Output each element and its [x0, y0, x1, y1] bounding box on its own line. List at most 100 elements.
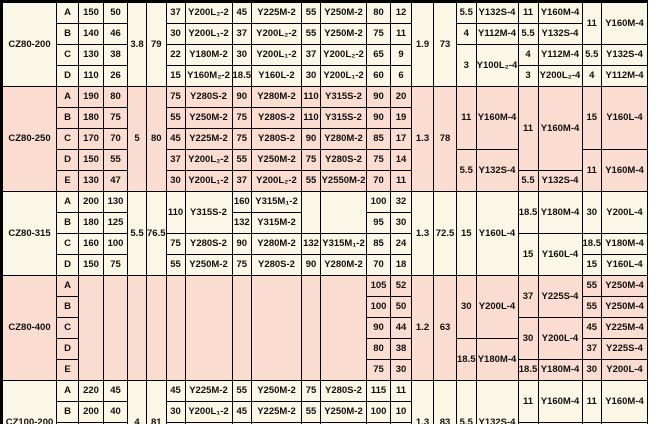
table-cell: 55	[301, 170, 321, 192]
table-row: CZ80-200 A 150 50 3.8 79 37 Y200L₂-2 45 Y225M-2 55…	[2, 2, 648, 87]
table-cell: 90	[301, 254, 321, 276]
table-cell: 30	[390, 212, 412, 234]
table-cell: 4	[456, 23, 477, 45]
model-cell: CZ100-200	[2, 380, 57, 424]
table-cell: B	[56, 107, 79, 129]
table-cell: Y160M-4	[537, 86, 583, 171]
table-cell: Y160M₂-2	[184, 65, 233, 87]
table-cell: 75	[103, 107, 128, 129]
table-cell: 75	[165, 233, 186, 255]
table-row: CZ100-200 A 220 45 4 81 45 Y225M-2 55 Y250M-2 75 Y2…	[2, 380, 648, 424]
table-cell: Y200L₁-2	[320, 65, 367, 87]
table-row: B 140 46 30 Y200L₁-2 37 Y200L₂-2 55 Y250M-2 75 11 4…	[3, 23, 648, 45]
table-cell: Y132S-4	[475, 380, 519, 424]
table-cell	[301, 191, 321, 234]
table-cell: 190	[78, 86, 104, 108]
table-cell: 70	[366, 170, 391, 192]
table-cell	[103, 422, 128, 424]
table-cell	[165, 275, 186, 381]
table-cell: Y132S-4	[475, 2, 519, 24]
table-cell: Y225M-2	[251, 401, 302, 423]
table-cell: 79	[146, 2, 167, 87]
table-cell	[78, 275, 104, 381]
table-cell: 30	[517, 317, 539, 360]
table-cell: Y250M-2	[320, 2, 367, 24]
table-cell: Y160L-4	[601, 86, 648, 150]
table-cell: Y250M-4	[601, 296, 648, 318]
table-cell: 38	[390, 338, 412, 360]
table-cell: Y225M-2	[251, 2, 302, 24]
table-cell: 80	[103, 86, 128, 108]
table-cell: Y160L-4	[475, 191, 519, 276]
table-cell: 45	[165, 128, 186, 150]
table-cell: Y280S-2	[251, 128, 302, 150]
table-cell: 90	[366, 86, 391, 108]
table-cell: Y112M-4	[475, 23, 519, 45]
table-cell: 11	[517, 2, 539, 24]
table-cell: 140	[78, 23, 104, 45]
table-cell: 46	[103, 23, 128, 45]
table-cell: C	[56, 44, 79, 66]
table-cell: Y315M₁-2	[320, 233, 367, 255]
table-cell: Y280M-2	[320, 254, 367, 276]
table-cell: 1.3	[411, 380, 434, 424]
table-cell: 75	[103, 254, 128, 276]
table-cell: 15	[581, 86, 602, 150]
table-cell: 1.3	[411, 86, 434, 192]
table-row: CZ80-400 A 105 52 1.2 63 30 Y200L-4 37 Y225S-4 55 Y…	[2, 275, 648, 381]
table-cell: 30	[390, 359, 412, 381]
table-cell: 18.5	[231, 65, 252, 87]
table-cell: 50	[103, 2, 128, 24]
table-cell: 180	[78, 212, 104, 234]
table-cell: 18.5	[517, 359, 539, 381]
table-cell: 75	[366, 149, 391, 171]
table-cell	[103, 275, 128, 381]
table-cell: 18.5	[581, 233, 602, 255]
table-cell: Y315M₁-2	[251, 191, 302, 213]
table-cell: 110	[301, 107, 321, 129]
table-cell: 11	[581, 149, 602, 192]
table-cell: 70	[366, 254, 391, 276]
table-cell: 11	[390, 23, 412, 45]
table-cell	[146, 275, 167, 381]
table-cell: 55	[301, 23, 321, 45]
table-cell: 150	[78, 2, 104, 24]
table-cell: 5.5	[456, 149, 477, 192]
table-cell: 45	[231, 401, 252, 423]
table-cell: Y200L₂-2	[251, 23, 302, 45]
table-cell: Y250M-2	[184, 107, 233, 129]
table-cell: 45	[581, 317, 602, 339]
table-cell: 30	[301, 65, 321, 87]
table-cell	[301, 275, 321, 381]
table-cell: Y132S-4	[537, 170, 583, 192]
table-cell: Y200L₁-2	[184, 170, 233, 192]
table-cell: 100	[366, 191, 391, 213]
table-cell: 200	[78, 191, 104, 213]
table-cell: 45	[103, 380, 128, 402]
table-cell: 22	[165, 44, 186, 66]
table-cell: 160	[78, 233, 104, 255]
table-cell: 9	[390, 44, 412, 66]
table-cell: Y200L₁-2	[184, 23, 233, 45]
table-cell: 132	[231, 212, 252, 234]
table-cell: Y160M-4	[601, 2, 648, 45]
table-cell: 30	[165, 401, 186, 423]
table-cell: 11	[456, 86, 477, 150]
table-cell	[320, 275, 367, 381]
table-cell: Y2550M-2	[320, 170, 367, 192]
table-cell: 72.5	[433, 191, 457, 276]
table-cell: 15	[165, 65, 186, 87]
table-cell: 105	[366, 275, 391, 297]
table-cell: Y250M-2	[184, 254, 233, 276]
table-cell: 80	[366, 338, 391, 360]
table-cell: B	[56, 401, 79, 423]
table-cell: 19	[390, 107, 412, 129]
table-cell: 55	[581, 296, 602, 318]
table-cell: 3.8	[127, 2, 147, 87]
table-row: E 75 30 18.5 Y180M-4 30 Y200L-4	[3, 359, 648, 381]
table-cell: B	[56, 212, 79, 234]
table-row: E 130 47 30 Y200L₁-2 37 Y200L₂-2 55 Y2550M-2 70 11…	[3, 170, 648, 192]
table-cell: 78	[433, 86, 457, 192]
table-cell: 75	[366, 23, 391, 45]
table-cell: Y132S-4	[475, 149, 519, 192]
